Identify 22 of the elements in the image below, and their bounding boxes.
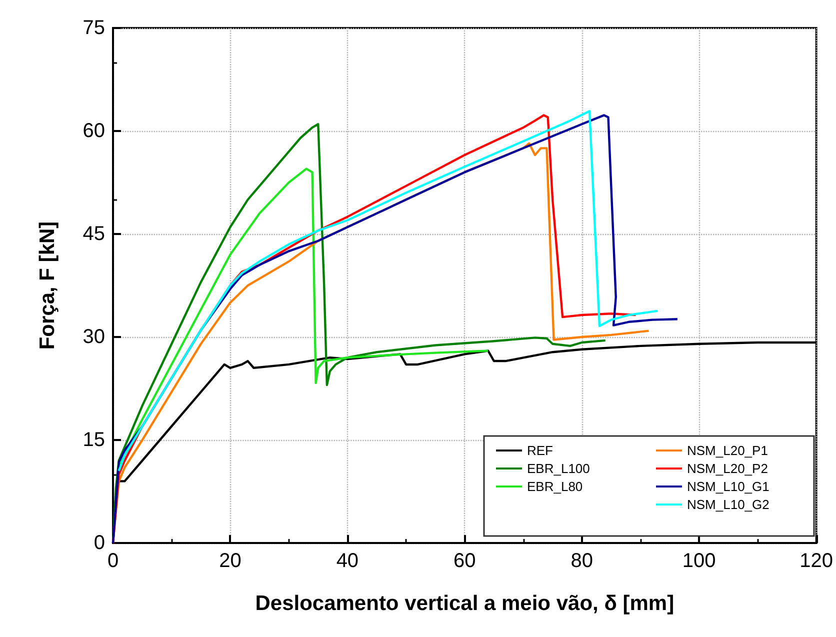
legend-label: EBR_L80: [527, 479, 583, 494]
y-tick-label: 30: [82, 326, 105, 348]
x-tick-label: 20: [219, 550, 242, 572]
y-tick-label: 45: [82, 223, 105, 245]
y-tick-label: 15: [82, 429, 105, 451]
legend-label: EBR_L100: [527, 461, 590, 476]
x-tick-label: 0: [107, 550, 119, 572]
legend-label: NSM_L20_P2: [687, 461, 768, 476]
legend-label: REF: [527, 443, 554, 458]
x-tick-label: 40: [336, 550, 359, 572]
y-tick-label: 60: [82, 120, 105, 142]
y-tick-label: 75: [82, 17, 105, 39]
x-axis-title: Deslocamento vertical a meio vão, δ [mm]: [255, 592, 674, 615]
x-tick-label: 80: [570, 550, 593, 572]
y-axis-title: Força, F [kN]: [36, 221, 59, 350]
x-tick-label: 120: [800, 550, 834, 572]
x-tick-label: 60: [454, 550, 476, 572]
legend-label: NSM_L10_G1: [687, 479, 770, 494]
x-tick-label: 100: [682, 550, 716, 572]
legend-label: NSM_L10_G2: [687, 497, 770, 512]
legend-label: NSM_L20_P1: [687, 443, 768, 458]
y-tick-label: 0: [94, 532, 105, 554]
